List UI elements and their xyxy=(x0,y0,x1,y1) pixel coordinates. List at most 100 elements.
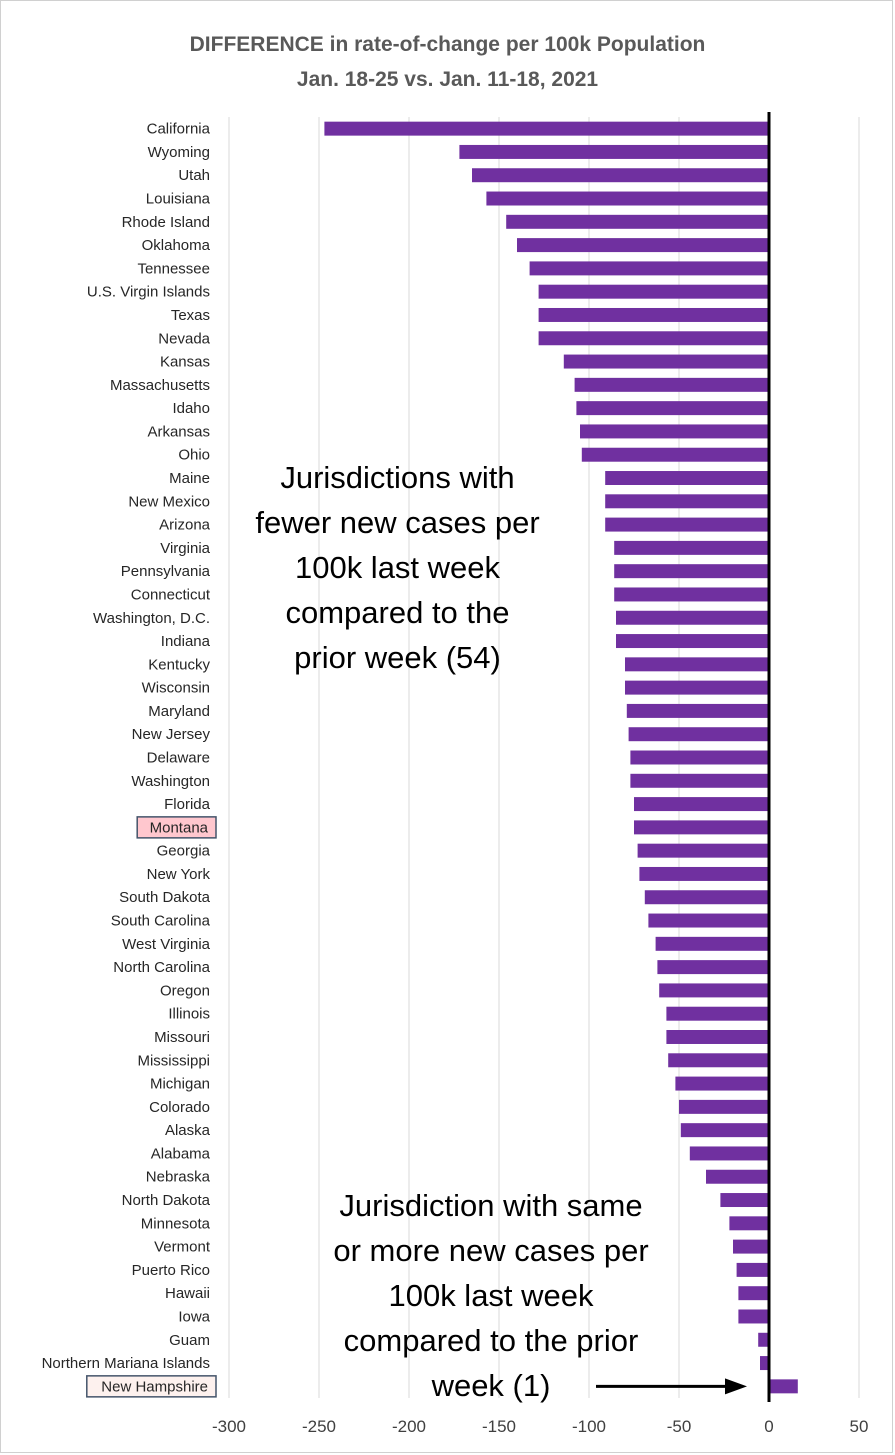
arrow-head xyxy=(725,1378,747,1395)
bar xyxy=(736,1262,769,1277)
bar xyxy=(648,913,769,928)
bar xyxy=(668,1053,769,1068)
annotation-line: prior week (54) xyxy=(294,640,501,675)
category-label: New York xyxy=(147,866,211,883)
category-label: Arkansas xyxy=(147,423,210,440)
x-tick-label: -300 xyxy=(212,1417,246,1436)
bar xyxy=(324,121,769,136)
category-label: Nevada xyxy=(158,330,210,347)
bar xyxy=(563,354,769,369)
bar xyxy=(630,750,769,765)
annotation-line: week (1) xyxy=(431,1368,551,1403)
category-label: Kentucky xyxy=(148,656,210,673)
category-label: Massachusetts xyxy=(110,377,210,394)
category-label: Florida xyxy=(164,796,211,813)
bar xyxy=(625,680,769,695)
bar xyxy=(486,191,769,206)
bar xyxy=(605,471,769,485)
x-tick-label: 50 xyxy=(850,1417,869,1436)
category-label: Guam xyxy=(169,1332,210,1349)
category-label: Colorado xyxy=(149,1099,210,1116)
category-label: Missouri xyxy=(154,1029,210,1046)
x-axis-ticks: -300 -250 -200 -150 -100 -50 0 50 xyxy=(212,1417,868,1436)
category-label: Arizona xyxy=(159,517,211,534)
bar xyxy=(657,960,769,975)
bar xyxy=(605,494,769,509)
bar xyxy=(689,1146,769,1161)
bar xyxy=(639,866,769,881)
annotation-line: fewer new cases per xyxy=(255,505,540,540)
category-label: Connecticut xyxy=(131,586,211,603)
bar xyxy=(517,238,769,253)
bar xyxy=(758,1332,769,1347)
category-label: Iowa xyxy=(178,1308,210,1325)
bar xyxy=(634,820,769,835)
annotation-same-or-more-cases: Jurisdiction with same or more new cases… xyxy=(310,1183,672,1408)
highlight-box xyxy=(86,1375,217,1398)
bar xyxy=(634,797,769,812)
category-label: California xyxy=(147,121,211,138)
bar xyxy=(506,214,769,229)
category-label: Washington xyxy=(131,773,210,790)
bar xyxy=(576,401,769,416)
annotation-line: Jurisdictions with xyxy=(280,460,515,495)
category-label: Utah xyxy=(178,167,210,184)
bar xyxy=(679,1099,769,1114)
annotation-line: Jurisdiction with same xyxy=(339,1188,643,1223)
bar xyxy=(706,1169,769,1184)
category-label: Texas xyxy=(171,307,210,324)
category-label: Virginia xyxy=(160,540,210,557)
bars xyxy=(324,121,798,1394)
bar xyxy=(580,424,769,439)
category-label: Alabama xyxy=(151,1145,211,1162)
category-label: Indiana xyxy=(161,633,211,650)
category-label: Wisconsin xyxy=(142,680,210,697)
category-label: Oklahoma xyxy=(142,237,211,254)
category-label: North Carolina xyxy=(113,959,210,976)
x-tick-label: -100 xyxy=(572,1417,606,1436)
bar xyxy=(616,634,769,649)
category-label: Louisiana xyxy=(146,191,211,208)
category-label: Puerto Rico xyxy=(132,1262,210,1279)
bar xyxy=(760,1356,769,1371)
bar xyxy=(738,1286,769,1301)
category-labels: California Wyoming Utah Louisiana Rhode Isla… xyxy=(42,121,217,1398)
category-label: Washington, D.C. xyxy=(93,610,210,627)
bar xyxy=(626,703,769,718)
bar xyxy=(659,983,769,998)
bar xyxy=(616,610,769,625)
category-label: Georgia xyxy=(157,843,211,860)
category-label: Pennsylvania xyxy=(121,563,211,580)
bar xyxy=(538,284,769,299)
annotation-fewer-cases: Jurisdictions with fewer new cases per 1… xyxy=(230,455,565,680)
bar xyxy=(729,1216,769,1231)
bar xyxy=(605,517,769,532)
category-label: Maryland xyxy=(148,703,210,720)
annotation-arrow xyxy=(596,1378,747,1395)
highlight-box xyxy=(136,816,217,839)
category-label: Maine xyxy=(169,470,210,487)
category-label: Ohio xyxy=(178,447,210,464)
bar xyxy=(769,1379,798,1394)
category-label: Nebraska xyxy=(146,1169,211,1186)
bar xyxy=(614,564,769,579)
bar xyxy=(581,447,769,462)
category-label: Tennessee xyxy=(137,260,210,277)
chart-subtitle: Jan. 18-25 vs. Jan. 11-18, 2021 xyxy=(296,68,599,91)
category-label: New Hampshire xyxy=(101,1378,208,1395)
category-label: Michigan xyxy=(150,1076,210,1093)
bar xyxy=(628,727,769,742)
category-label: U.S. Virgin Islands xyxy=(87,284,210,301)
category-label: Minnesota xyxy=(141,1215,211,1232)
category-label: South Dakota xyxy=(119,889,211,906)
bar xyxy=(614,540,769,555)
category-label: Vermont xyxy=(154,1239,211,1256)
bar xyxy=(538,307,769,322)
category-label: North Dakota xyxy=(122,1192,211,1209)
category-label: New Jersey xyxy=(132,726,211,743)
bar xyxy=(680,1123,769,1138)
bar xyxy=(574,377,769,392)
annotation-line: compared to the prior xyxy=(343,1323,639,1358)
